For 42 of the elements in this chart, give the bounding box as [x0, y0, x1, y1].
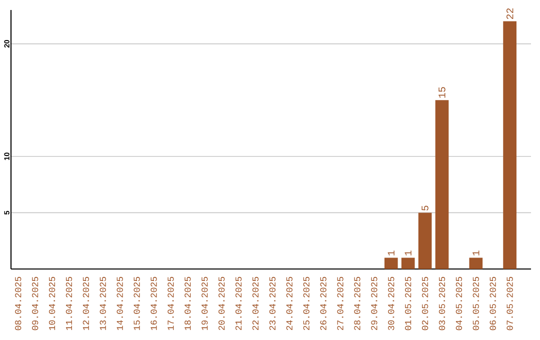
- x-tick-label: 03.05.2025: [438, 276, 446, 330]
- x-tick-label: 01.05.2025: [405, 276, 412, 330]
- data-label: 1: [472, 250, 480, 256]
- x-tick-label: 10.04.2025: [48, 276, 56, 330]
- x-tick-label: 20.04.2025: [218, 276, 225, 330]
- data-label: 15: [438, 87, 446, 98]
- data-label: 1: [388, 250, 394, 256]
- x-tick-label: 17.04.2025: [168, 276, 174, 330]
- data-label: 5: [422, 206, 428, 210]
- x-tick-label: 24.04.2025: [286, 276, 292, 330]
- x-tick-label: 11.04.2025: [66, 276, 72, 330]
- x-tick-label: 02.05.2025: [422, 276, 428, 330]
- x-tick-label: 23.04.2025: [269, 276, 276, 330]
- data-label: 1: [404, 250, 412, 256]
- x-tick-label: 05.05.2025: [472, 276, 479, 330]
- x-tick-label: 25.04.2025: [303, 276, 310, 330]
- x-tick-label: 28.04.2025: [354, 276, 360, 330]
- bar: [469, 258, 483, 269]
- bar: [435, 100, 449, 269]
- x-tick-label: 19.04.2025: [202, 276, 208, 330]
- x-tick-label: 04.05.2025: [456, 276, 462, 330]
- x-tick-label: 21.04.2025: [235, 276, 242, 330]
- x-tick-label: 13.04.2025: [100, 276, 106, 330]
- x-tick-label: 12.04.2025: [82, 276, 90, 330]
- x-tick-label: 22.04.2025: [252, 276, 259, 330]
- x-tick-label: 29.04.2025: [371, 276, 378, 330]
- bar: [503, 21, 516, 269]
- data-label: 22: [506, 8, 514, 19]
- x-tick-label: 15.04.2025: [134, 276, 140, 330]
- x-tick-label: 06.05.2025: [490, 276, 496, 330]
- x-tick-label: 30.04.2025: [388, 276, 394, 330]
- x-tick-label: 26.04.2025: [320, 276, 326, 330]
- bar: [384, 258, 398, 269]
- x-tick-label: 07.05.2025: [506, 276, 513, 330]
- bar: [418, 212, 432, 269]
- x-tick-label: 18.04.2025: [184, 276, 191, 330]
- x-tick-label: 09.04.2025: [32, 276, 38, 330]
- x-tick-label: 08.04.2025: [15, 276, 22, 330]
- bar: [401, 258, 415, 269]
- x-tick-label: 14.04.2025: [116, 276, 123, 330]
- x-tick-label: 27.04.2025: [337, 276, 344, 330]
- x-tick-label: 16.04.2025: [150, 276, 157, 330]
